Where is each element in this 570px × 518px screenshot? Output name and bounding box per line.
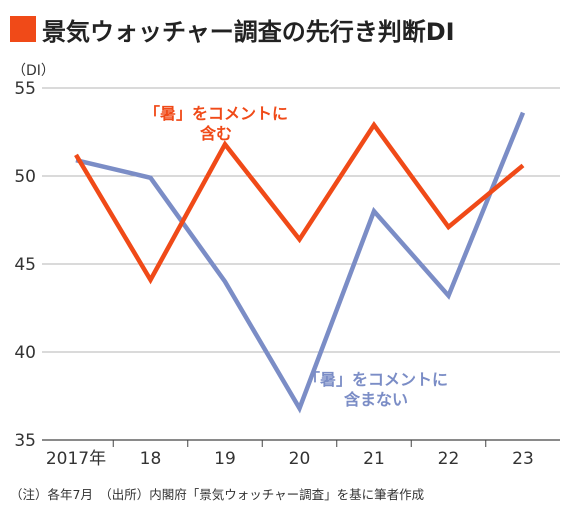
chart-title-row: 景気ウォッチャー調査の先行き判断DI	[10, 12, 455, 46]
y-tick-label: 45	[14, 255, 36, 275]
footnote: （注）各年7月 （出所）内閣府「景気ウォッチャー調査」を基に筆者作成	[10, 487, 425, 502]
x-tick-label: 2017年	[46, 449, 106, 469]
y-axis-unit-label: （DI）	[12, 63, 55, 79]
x-tick-label: 21	[363, 449, 385, 469]
x-tick-label: 20	[289, 449, 311, 469]
y-tick-label: 40	[14, 343, 36, 363]
x-tick-label: 23	[512, 449, 534, 469]
y-tick-label: 50	[14, 167, 36, 187]
series-annotation: 含まない	[344, 390, 408, 409]
series-line-with-heat	[74, 120, 525, 285]
series-annotation: 含む	[200, 124, 232, 143]
y-tick-label: 55	[14, 79, 36, 99]
series-line-without-heat	[75, 111, 526, 414]
x-tick-label: 19	[214, 449, 236, 469]
series-annotation: 「暑」をコメントに	[304, 370, 448, 389]
x-tick-label: 18	[140, 449, 162, 469]
x-tick-label: 22	[438, 449, 460, 469]
y-tick-label: 35	[14, 431, 36, 451]
series-annotation: 「暑」をコメントに	[144, 104, 288, 123]
title-marker-square	[10, 16, 36, 42]
chart-title: 景気ウォッチャー調査の先行き判断DI	[42, 17, 455, 46]
